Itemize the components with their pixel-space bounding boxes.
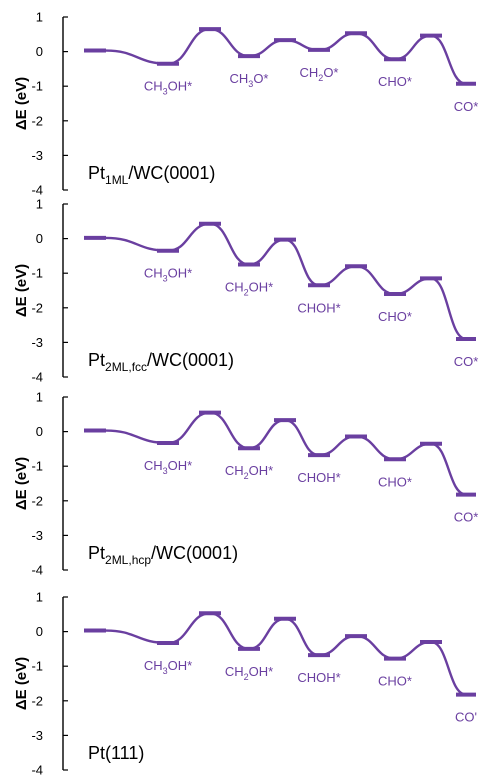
y-tick-label: -2 (31, 113, 43, 128)
y-axis-title: ΔE (eV) (13, 657, 30, 710)
energy-profile-line (84, 411, 467, 496)
y-tick-label: -3 (31, 148, 43, 163)
intermediate-label: CH2O* (300, 65, 339, 83)
y-tick-label: -1 (31, 79, 43, 94)
energy-profile-line (84, 222, 467, 341)
surface-label: Pt1ML/WC(0001) (88, 163, 215, 187)
y-tick-label: -4 (31, 763, 43, 778)
y-tick-label: -1 (31, 659, 43, 674)
intermediate-label: CO* (454, 510, 479, 525)
intermediate-label: CHO* (378, 474, 412, 489)
y-tick-label: 0 (36, 624, 43, 639)
surface-label: Pt2ML,hcp/WC(0001) (88, 543, 238, 567)
y-tick-label: -4 (31, 563, 43, 578)
intermediate-label: CHO* (378, 74, 412, 89)
y-tick-label: -1 (31, 459, 43, 474)
intermediate-label: CH3O* (230, 71, 269, 89)
y-tick-label: 1 (36, 390, 43, 405)
y-tick-label: -2 (31, 693, 43, 708)
intermediate-label: CO* (454, 354, 479, 369)
y-tick-label: -4 (31, 370, 43, 385)
energy-panel-3: 1 0 -1 -2 -3 -4 ΔE (eV) CH3OH* CH2OH* CHOH* CHO* CO… (13, 390, 478, 578)
intermediate-label: CH2OH* (225, 463, 273, 481)
y-tick-label: -3 (31, 528, 43, 543)
y-tick-label: 0 (36, 44, 43, 59)
intermediate-label: CH3OH* (144, 658, 192, 676)
y-axis-title: ΔE (eV) (13, 457, 30, 510)
y-tick-label: -2 (31, 300, 43, 315)
y-tick-label: 1 (36, 10, 43, 25)
y-tick-label: 0 (36, 424, 43, 439)
intermediate-label: CO* (454, 99, 479, 114)
intermediate-label: CH3OH* (144, 79, 192, 97)
energy-panel-2: 1 0 -1 -2 -3 -4 ΔE (eV) CH3OH* CH2OH* CHOH* CHO* CO… (13, 197, 478, 385)
intermediate-label: CHOH* (297, 300, 340, 315)
y-tick-label: 1 (36, 590, 43, 605)
energy-profile-line (84, 612, 467, 696)
intermediate-label: CH3OH* (144, 458, 192, 476)
intermediate-label: CHOH* (297, 670, 340, 685)
y-tick-label: -1 (31, 266, 43, 281)
surface-label: Pt(111) (88, 743, 144, 763)
surface-label: Pt2ML,fcc/WC(0001) (88, 350, 234, 374)
energy-panel-1: 1 0 -1 -2 -3 -4 ΔE (eV) CH3OH* CH3O* CH2O* CHO* CO*… (13, 10, 478, 198)
intermediate-label: CH2OH* (225, 664, 273, 682)
energy-panel-4: 1 0 -1 -2 -3 -4 ΔE (eV) CH3OH* CH2OH* CHOH* CHO* CO… (13, 590, 477, 778)
intermediate-label: CHO* (378, 674, 412, 689)
intermediate-label: CH2OH* (225, 280, 273, 298)
y-tick-label: 1 (36, 197, 43, 212)
y-axis-title: ΔE (eV) (13, 264, 30, 317)
intermediate-label: CH3OH* (144, 266, 192, 284)
intermediate-label: CHOH* (297, 470, 340, 485)
y-tick-label: 0 (36, 231, 43, 246)
y-axis-title: ΔE (eV) (13, 77, 30, 130)
intermediate-label: CO' (455, 710, 477, 725)
intermediate-label: CHO* (378, 309, 412, 324)
y-tick-label: -4 (31, 183, 43, 198)
y-tick-label: -3 (31, 335, 43, 350)
y-tick-label: -2 (31, 493, 43, 508)
y-tick-label: -3 (31, 728, 43, 743)
energy-profile-line (84, 27, 467, 85)
